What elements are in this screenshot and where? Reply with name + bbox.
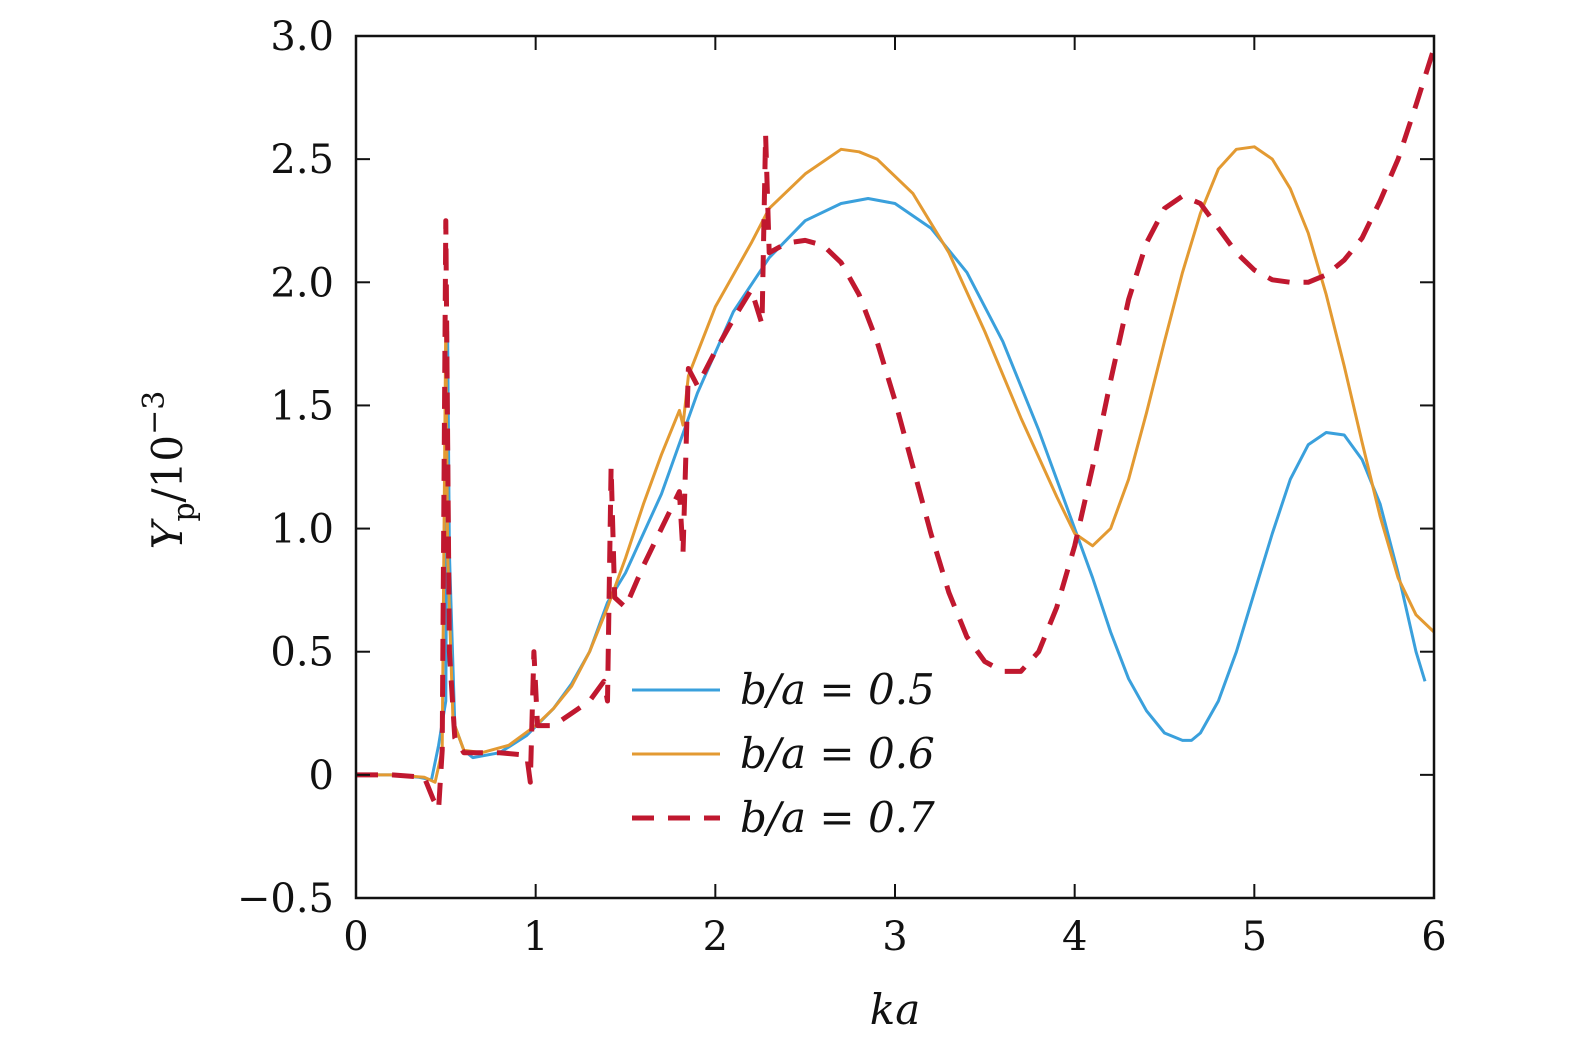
ticks-layer [355, 35, 1435, 899]
series-line-3 [356, 47, 1437, 812]
x-axis-label: ka [870, 985, 921, 1034]
x-tick-label-6: 6 [1421, 914, 1446, 960]
y-axis-label-sub: p [167, 502, 202, 521]
x-tick-label-5: 5 [1242, 914, 1267, 960]
x-tick-label-2: 2 [703, 914, 728, 960]
y-tick-label-2: 0.5 [270, 630, 334, 676]
legend-label-1: b/a = 0.5 [740, 665, 935, 714]
y-tick-label-0: −0.5 [237, 876, 334, 922]
legend-label-3: b/a = 0.7 [740, 793, 935, 842]
y-tick-label-6: 2.5 [270, 137, 334, 183]
y-tick-label-3: 1.0 [270, 507, 334, 553]
y-tick-labels: −0.5 0 0.5 1.0 1.5 2.0 2.5 3.0 [237, 14, 334, 922]
y-axis-label-rest: /10 [143, 435, 192, 503]
y-tick-label-5: 2.0 [270, 260, 334, 306]
series-layer [356, 47, 1437, 812]
x-tick-label-3: 3 [882, 914, 907, 960]
x-tick-labels: 0 1 2 3 4 5 6 [343, 914, 1446, 960]
y-tick-label-1: 0 [309, 753, 334, 799]
legend: b/a = 0.5 b/a = 0.6 b/a = 0.7 [632, 665, 935, 842]
y-axis-label: Yp/10−3 [137, 391, 202, 550]
x-tick-label-4: 4 [1062, 914, 1087, 960]
svg-text:Yp/10−3: Yp/10−3 [137, 391, 202, 550]
y-axis-label-sup: −3 [137, 391, 172, 435]
y-tick-label-4: 1.5 [270, 383, 334, 429]
legend-label-2: b/a = 0.6 [740, 729, 935, 778]
y-axis-label-main: Y [143, 517, 192, 549]
x-tick-label-0: 0 [343, 914, 368, 960]
x-tick-label-1: 1 [523, 914, 548, 960]
y-tick-label-7: 3.0 [270, 14, 334, 60]
